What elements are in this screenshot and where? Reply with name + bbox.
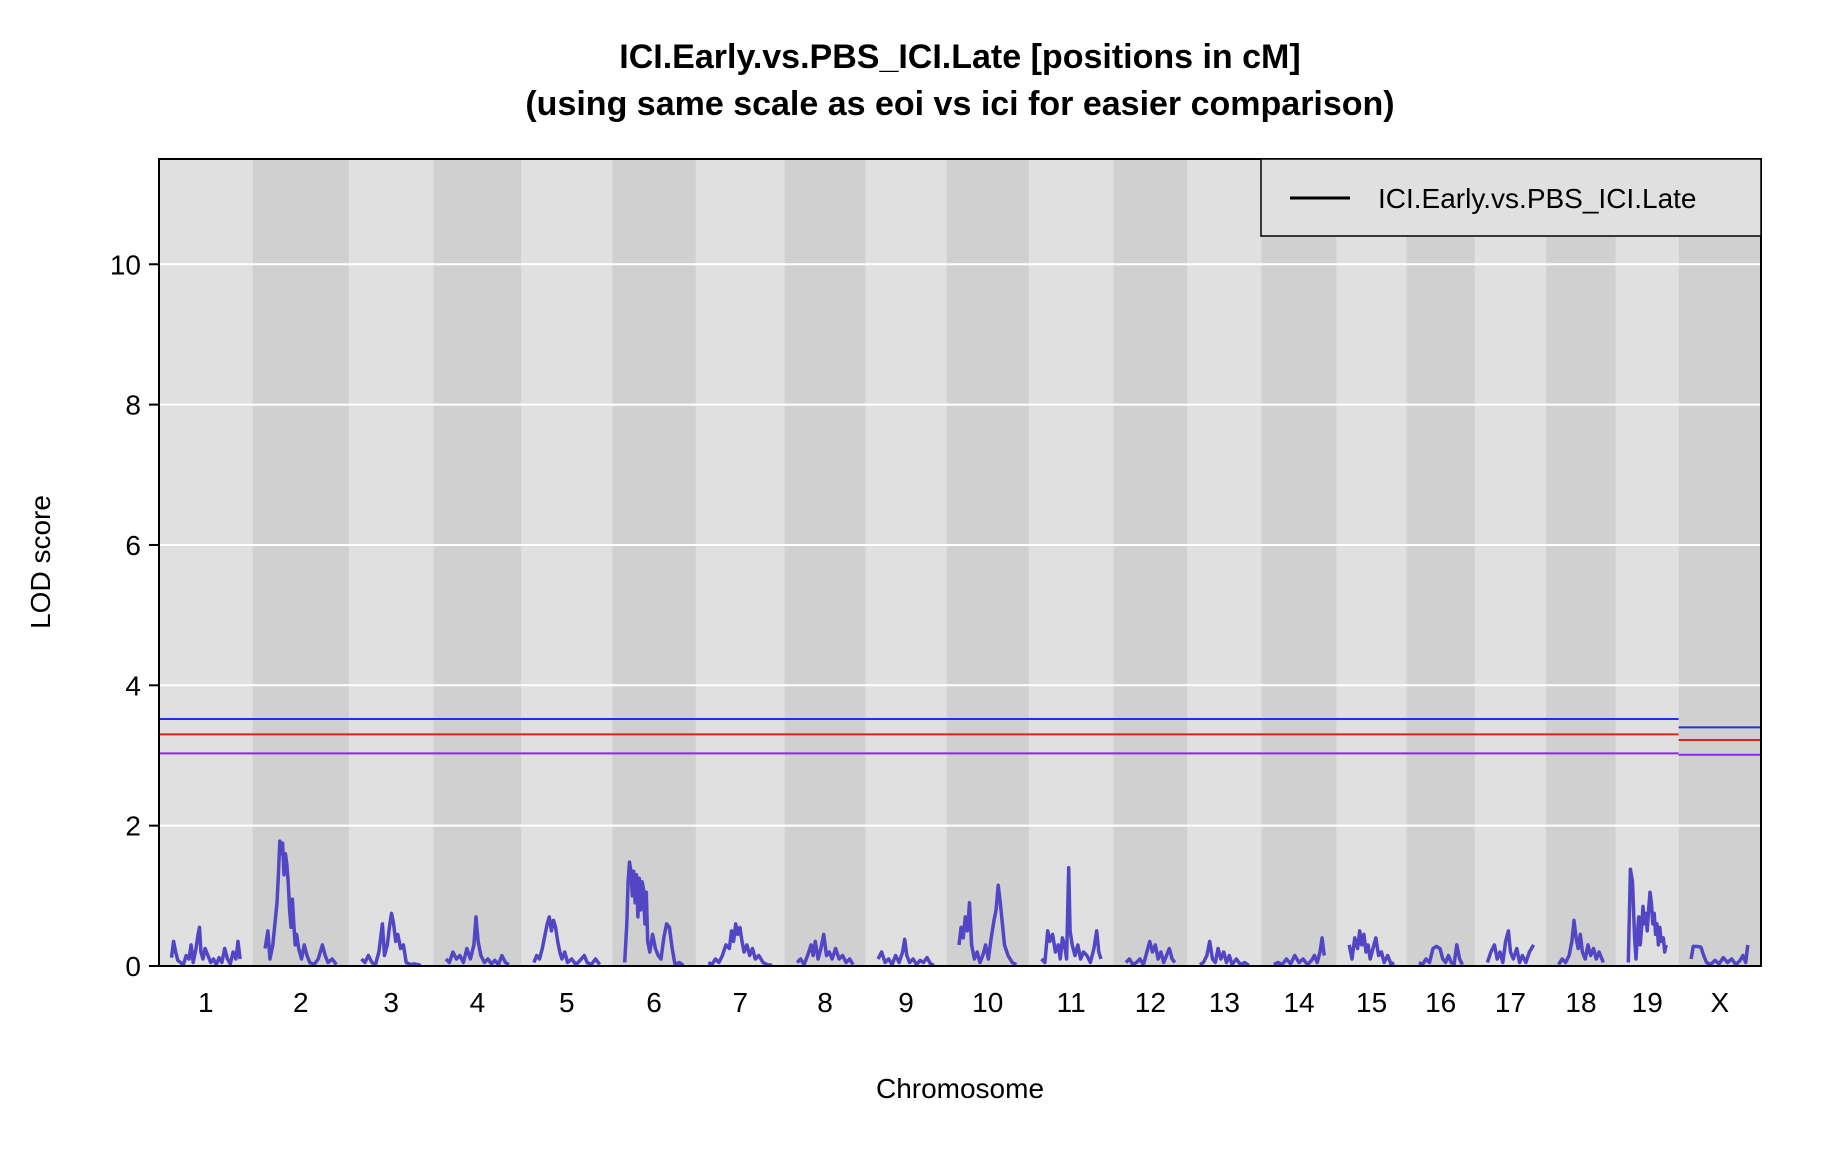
chromosome-band-6 [612, 159, 696, 966]
chromosome-band-14 [1261, 159, 1337, 966]
legend-entry: ICI.Early.vs.PBS_ICI.Late [1378, 183, 1697, 214]
y-tick-label-2: 2 [125, 811, 141, 842]
x-tick-label-15: 15 [1356, 987, 1387, 1018]
lod-line-chr-X [1689, 944, 1750, 967]
y-axis-ticks: 0 2 4 6 8 10 [110, 249, 159, 982]
x-tick-label-14: 14 [1283, 987, 1314, 1018]
x-tick-label-X: X [1710, 987, 1729, 1018]
x-tick-label-4: 4 [470, 987, 486, 1018]
plot-frame [158, 158, 1762, 967]
x-tick-label-19: 19 [1632, 987, 1663, 1018]
chromosome-band-3 [348, 159, 434, 966]
chromosome-band-19 [1615, 159, 1679, 966]
x-tick-label-13: 13 [1209, 987, 1240, 1018]
chromosome-band-11 [1028, 159, 1114, 966]
lod-line-chr-17 [1485, 929, 1536, 965]
x-axis-label: Chromosome [876, 1073, 1044, 1104]
x-tick-label-10: 10 [972, 987, 1003, 1018]
x-axis-ticks: 1 2 3 4 5 6 7 8 9 10 11 12 13 14 15 16 17 18 19 X [198, 987, 1729, 1018]
chromosome-band-9 [865, 159, 947, 966]
lod-line-chr-2 [263, 839, 338, 967]
chromosome-bands [159, 159, 1761, 966]
lod-line-chr-18 [1557, 918, 1605, 966]
lod-line-chr-15 [1347, 929, 1396, 967]
x-tick-label-16: 16 [1425, 987, 1456, 1018]
x-tick-label-8: 8 [817, 987, 833, 1018]
y-tick-label-10: 10 [110, 249, 141, 280]
chromosome-band-5 [521, 159, 613, 966]
lod-line-chr-19 [1626, 867, 1668, 963]
y-tick-label-6: 6 [125, 530, 141, 561]
chromosome-band-15 [1336, 159, 1407, 966]
chromosome-band-7 [695, 159, 785, 966]
legend: ICI.Early.vs.PBS_ICI.Late [1260, 158, 1762, 237]
chromosome-band-4 [433, 159, 522, 966]
x-tick-label-11: 11 [1057, 987, 1086, 1018]
lod-line-chr-6 [622, 860, 685, 967]
x-tick-label-9: 9 [898, 987, 914, 1018]
y-tick-label-4: 4 [125, 670, 141, 701]
y-axis-label: LOD score [25, 495, 56, 629]
significance-thresholds [159, 717, 1761, 756]
lod-line-chr-9 [876, 937, 935, 967]
lod-line-chr-3 [360, 911, 422, 968]
chart-subtitle: (using same scale as eoi vs ici for easi… [525, 85, 1394, 123]
lod-line-chr-14 [1273, 936, 1326, 967]
x-tick-label-1: 1 [198, 987, 214, 1018]
x-tick-label-17: 17 [1495, 987, 1526, 1018]
chromosome-band-17 [1474, 159, 1547, 966]
lod-line-chr-4 [444, 915, 510, 967]
x-tick-label-18: 18 [1565, 987, 1596, 1018]
chromosome-band-13 [1187, 159, 1262, 966]
x-tick-label-2: 2 [293, 987, 309, 1018]
chromosome-band-18 [1546, 159, 1616, 966]
chart-title: ICI.Early.vs.PBS_ICI.Late [positions in … [619, 38, 1300, 76]
chromosome-band-1 [159, 159, 253, 966]
lod-profile [169, 839, 1750, 968]
y-tick-label-8: 8 [125, 390, 141, 421]
x-tick-label-5: 5 [559, 987, 575, 1018]
x-tick-label-12: 12 [1135, 987, 1166, 1018]
x-tick-label-3: 3 [383, 987, 399, 1018]
chromosome-band-8 [784, 159, 866, 966]
chromosome-band-X [1678, 159, 1761, 966]
chromosome-band-10 [946, 159, 1029, 966]
lod-line-chr-10 [957, 883, 1018, 967]
chromosome-band-2 [252, 159, 349, 966]
chromosome-band-12 [1113, 159, 1188, 966]
y-tick-label-0: 0 [125, 951, 141, 982]
lod-line-chr-8 [795, 932, 855, 967]
lod-line-chr-1 [169, 925, 242, 967]
lod-line-chr-16 [1418, 943, 1464, 967]
y-gridlines [159, 263, 1761, 827]
lod-line-chr-12 [1124, 939, 1177, 967]
lod-line-chr-13 [1198, 939, 1250, 967]
x-tick-label-7: 7 [732, 987, 748, 1018]
chromosome-band-16 [1406, 159, 1475, 966]
lod-line-chr-5 [532, 915, 602, 967]
x-tick-label-6: 6 [646, 987, 662, 1018]
lod-line-chr-7 [707, 922, 773, 968]
lod-line-chr-11 [1040, 866, 1103, 965]
